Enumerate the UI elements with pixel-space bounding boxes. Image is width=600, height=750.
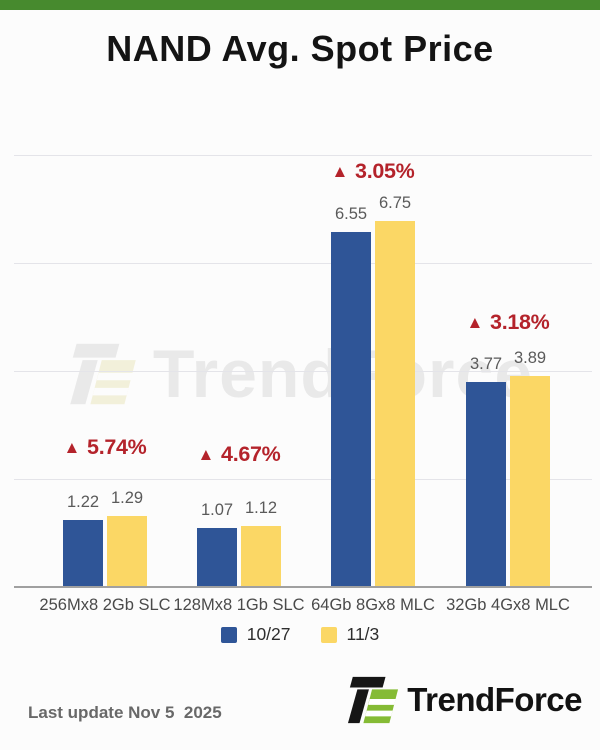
up-triangle-icon: ▲ <box>197 445 215 464</box>
trendforce-brand: TrendForce <box>346 674 582 726</box>
x-axis-line <box>14 586 592 588</box>
x-axis-category-label: 256Mx8 2Gb SLC <box>39 596 171 614</box>
chart-title: NAND Avg. Spot Price <box>106 28 494 69</box>
change-percent-value: 3.18% <box>490 310 550 334</box>
change-percent-value: 4.67% <box>221 442 281 466</box>
bar-group: 1.07 1.12 ▲ 4.67% <box>197 150 281 586</box>
trendforce-logo-icon <box>348 676 399 724</box>
bar-group: 6.55 6.75 ▲ 3.05% <box>331 150 415 586</box>
legend-item: 10/27 <box>220 624 291 645</box>
up-triangle-icon: ▲ <box>466 313 484 332</box>
bar-series-11/3 <box>375 221 415 586</box>
legend-swatch-yellow <box>320 626 337 643</box>
change-percent-label: ▲ 3.05% <box>293 159 453 184</box>
value-label: 1.29 <box>110 489 144 507</box>
change-percent-label: ▲ 3.18% <box>428 310 588 335</box>
up-triangle-icon: ▲ <box>63 438 81 457</box>
value-label: 3.77 <box>469 355 503 373</box>
value-label: 6.75 <box>378 194 412 212</box>
bar-series-10/27 <box>197 528 237 586</box>
value-label: 1.12 <box>244 499 278 517</box>
bar-series-11/3 <box>241 526 281 586</box>
gridline <box>14 155 592 156</box>
legend-swatch-blue <box>220 626 237 643</box>
bar-series-10/27 <box>466 382 506 586</box>
change-percent-value: 3.05% <box>355 159 415 183</box>
brand-text: TrendForce <box>407 681 582 718</box>
change-percent-label: ▲ 4.67% <box>159 442 319 467</box>
bar-group: 1.22 1.29 ▲ 5.74% <box>63 150 147 586</box>
bar-series-10/27 <box>331 232 371 586</box>
value-label: 1.07 <box>200 501 234 519</box>
last-update-text: Last update Nov 5 2025 <box>28 703 222 722</box>
value-label: 1.22 <box>66 493 100 511</box>
x-axis-category-label: 32Gb 4Gx8 MLC <box>446 596 570 614</box>
bar-group: 3.77 3.89 ▲ 3.18% <box>466 150 550 586</box>
x-axis-category-label: 128Mx8 1Gb SLC <box>173 596 305 614</box>
gridline <box>14 479 592 480</box>
gridline <box>14 263 592 264</box>
top-accent-bar <box>0 0 600 10</box>
bar-series-11/3 <box>510 376 550 586</box>
change-percent-value: 5.74% <box>87 435 147 459</box>
bar-chart: 1.22 1.29 ▲ 5.74% 1.07 1.12 ▲ 4.67% 6.55 6.75 ▲ 3.0… <box>14 150 592 588</box>
value-label: 6.55 <box>334 205 368 223</box>
legend-label: 10/27 <box>246 624 291 644</box>
up-triangle-icon: ▲ <box>331 162 349 181</box>
x-axis-category-label: 64Gb 8Gx8 MLC <box>311 596 435 614</box>
legend: 10/27 11/3 <box>0 624 600 645</box>
bar-series-10/27 <box>63 520 103 586</box>
change-percent-label: ▲ 5.74% <box>25 435 185 460</box>
gridline <box>14 371 592 372</box>
legend-label: 11/3 <box>346 624 380 644</box>
legend-item: 11/3 <box>320 624 380 645</box>
value-label: 3.89 <box>513 349 547 367</box>
bar-series-11/3 <box>107 516 147 586</box>
